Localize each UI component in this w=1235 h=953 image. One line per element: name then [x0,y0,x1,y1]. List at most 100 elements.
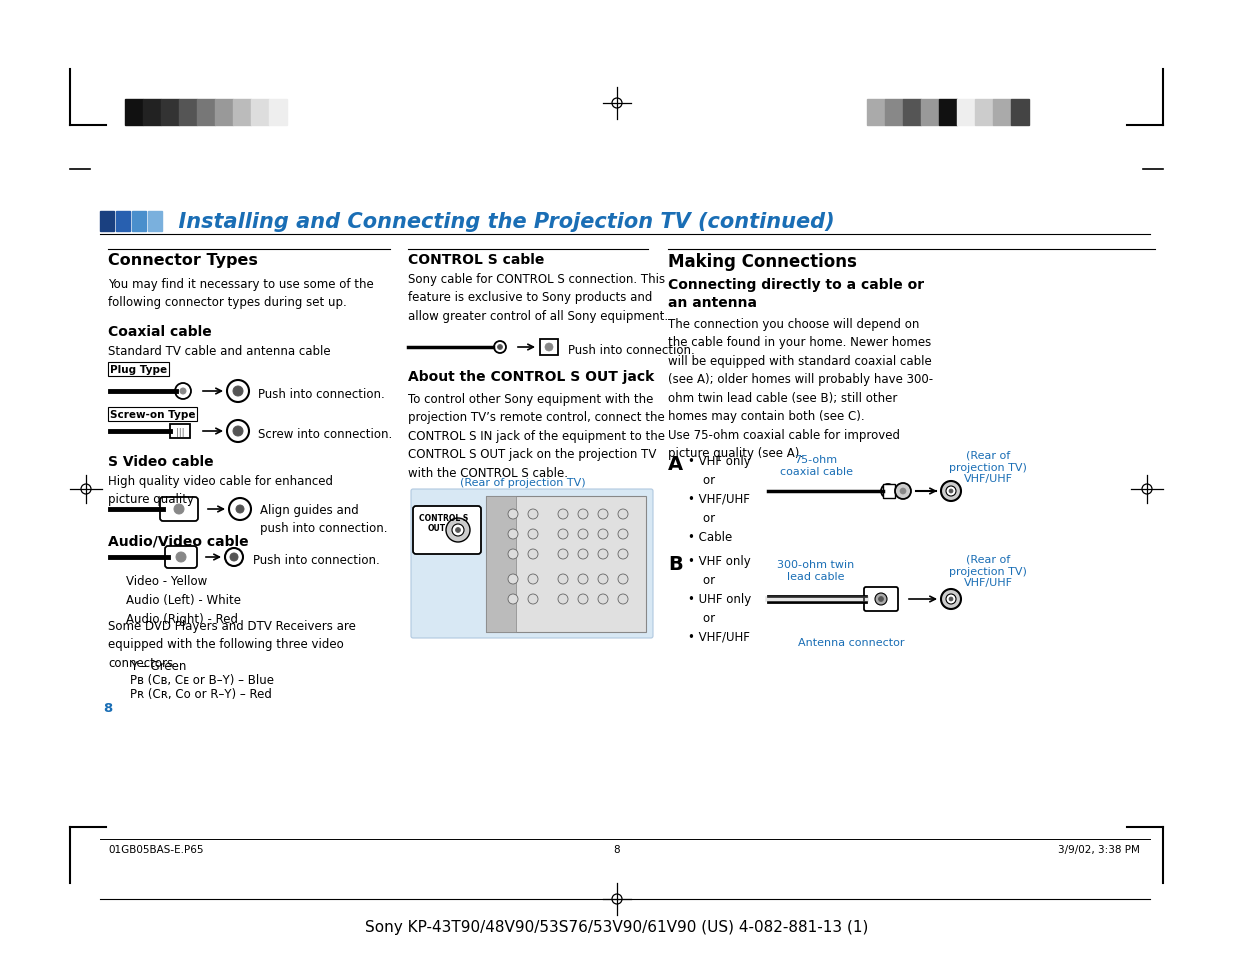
Text: B: B [668,555,683,574]
Circle shape [885,489,890,495]
Circle shape [456,528,461,533]
Circle shape [236,505,245,514]
Circle shape [881,484,895,498]
Circle shape [508,530,517,539]
Circle shape [578,595,588,604]
Text: Connector Types: Connector Types [107,253,258,268]
Circle shape [878,597,883,602]
Bar [148,212,162,232]
Text: Pʀ (Cʀ, Cᴏ or R–Y) – Red: Pʀ (Cʀ, Cᴏ or R–Y) – Red [130,687,272,700]
Circle shape [174,504,184,515]
Circle shape [233,387,243,396]
Bar [179,100,198,126]
Circle shape [946,486,956,497]
Text: OUT: OUT [429,523,446,533]
Bar [939,100,957,126]
Circle shape [558,595,568,604]
Text: Connecting directly to a cable or
an antenna: Connecting directly to a cable or an ant… [668,277,924,310]
Text: You may find it necessary to use some of the
following connector types during se: You may find it necessary to use some of… [107,277,374,309]
Circle shape [578,575,588,584]
Bar [132,212,146,232]
Bar [170,424,190,438]
Circle shape [618,530,629,539]
Text: S Video cable: S Video cable [107,455,214,469]
Circle shape [230,554,238,561]
Circle shape [578,550,588,559]
Bar [125,100,143,126]
Text: 300-ohm twin
lead cable: 300-ohm twin lead cable [777,559,855,581]
Circle shape [225,548,243,566]
FancyBboxPatch shape [864,587,898,612]
Circle shape [228,498,251,520]
Circle shape [508,575,517,584]
FancyBboxPatch shape [161,497,198,521]
Text: 75-ohm
coaxial cable: 75-ohm coaxial cable [779,455,852,476]
Circle shape [558,550,568,559]
Bar [143,100,161,126]
Circle shape [558,510,568,519]
Text: 8: 8 [103,701,112,714]
Bar [921,100,939,126]
Bar [540,339,558,355]
Circle shape [446,518,471,542]
Bar [487,497,646,633]
Text: Sony cable for CONTROL S connection. This
feature is exclusive to Sony products : Sony cable for CONTROL S connection. Thi… [408,273,668,323]
Bar [100,212,114,232]
Bar [487,497,516,633]
Circle shape [598,595,608,604]
Circle shape [545,344,553,352]
Text: Screw into connection.: Screw into connection. [258,428,393,441]
Text: About the CONTROL S OUT jack: About the CONTROL S OUT jack [408,370,655,384]
Circle shape [452,524,464,537]
Text: The connection you choose will depend on
the cable found in your home. Newer hom: The connection you choose will depend on… [668,317,934,460]
Circle shape [508,510,517,519]
Text: Video - Yellow
Audio (Left) - White
Audio (Right) - Red: Video - Yellow Audio (Left) - White Audi… [126,575,241,625]
Circle shape [494,341,506,354]
Bar [867,100,885,126]
Text: Installing and Connecting the Projection TV (continued): Installing and Connecting the Projection… [164,212,835,232]
Bar [885,100,903,126]
Text: 8: 8 [614,844,620,854]
Circle shape [175,384,191,399]
Text: 01GB05BAS-E.P65: 01GB05BAS-E.P65 [107,844,204,854]
Text: Coaxial cable: Coaxial cable [107,325,211,338]
Bar [1011,100,1029,126]
Bar [251,100,269,126]
Text: CONTROL S: CONTROL S [419,514,468,522]
Bar [116,212,130,232]
FancyBboxPatch shape [165,546,198,568]
Circle shape [598,550,608,559]
Circle shape [558,530,568,539]
Bar [974,100,993,126]
Circle shape [598,530,608,539]
Text: To control other Sony equipment with the
projection TV’s remote control, connect: To control other Sony equipment with the… [408,393,664,479]
Bar [957,100,974,126]
Circle shape [508,595,517,604]
Text: |||: ||| [175,428,184,437]
FancyBboxPatch shape [411,490,653,639]
Circle shape [598,510,608,519]
Bar [215,100,233,126]
Circle shape [948,490,953,494]
Text: Align guides and
push into connection.: Align guides and push into connection. [261,503,388,535]
FancyBboxPatch shape [412,506,480,555]
Bar [903,100,921,126]
Circle shape [227,380,249,402]
Text: Audio/Video cable: Audio/Video cable [107,535,248,548]
Text: 3/9/02, 3:38 PM: 3/9/02, 3:38 PM [1058,844,1140,854]
Text: • VHF only
    or
• UHF only
    or
• VHF/UHF: • VHF only or • UHF only or • VHF/UHF [688,555,751,643]
Circle shape [578,530,588,539]
Text: Standard TV cable and antenna cable: Standard TV cable and antenna cable [107,345,331,357]
Text: Plug Type: Plug Type [110,365,167,375]
Text: Some DVD Players and DTV Receivers are
equipped with the following three video
c: Some DVD Players and DTV Receivers are e… [107,619,356,669]
Text: A: A [668,455,683,474]
Circle shape [900,489,906,495]
Circle shape [233,427,243,436]
Circle shape [529,575,538,584]
Bar [993,100,1011,126]
Circle shape [558,575,568,584]
Text: CONTROL S cable: CONTROL S cable [408,253,545,267]
Circle shape [227,420,249,442]
Text: (Rear of projection TV): (Rear of projection TV) [461,477,585,488]
Circle shape [618,595,629,604]
